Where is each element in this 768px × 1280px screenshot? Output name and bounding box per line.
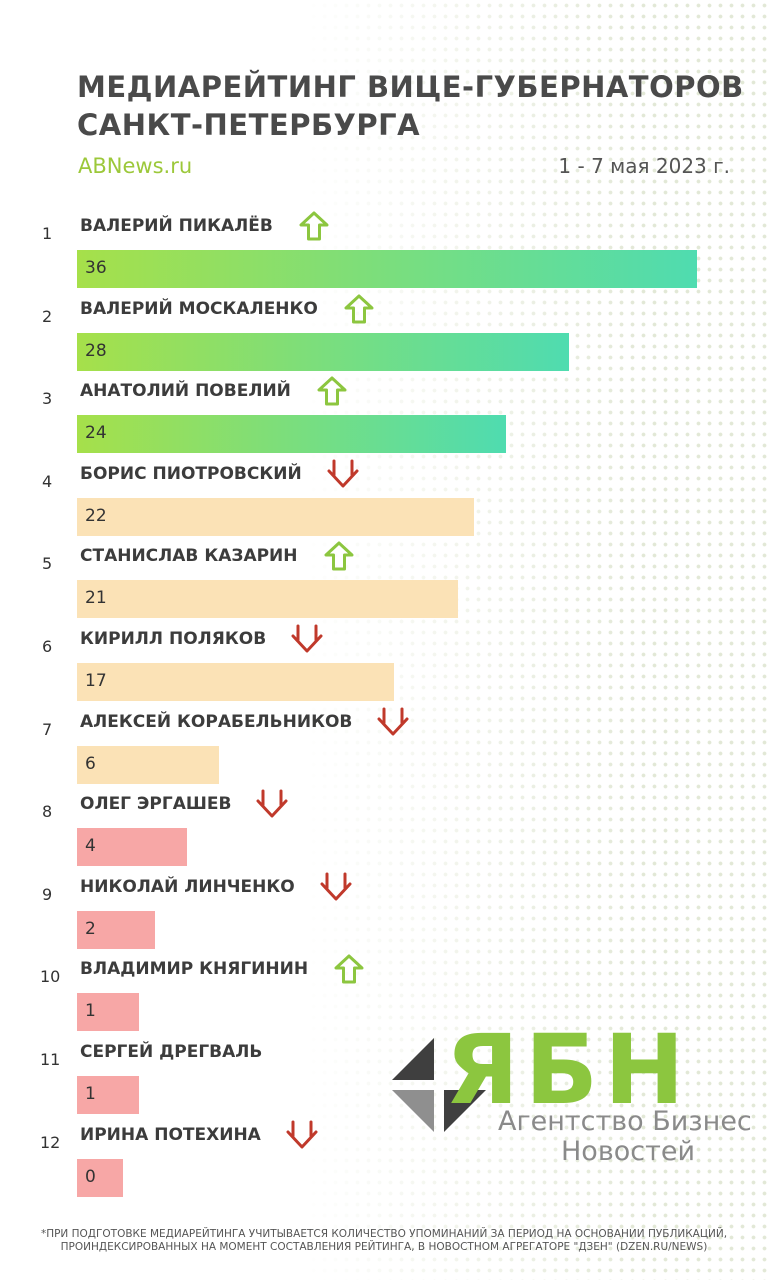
arrow-down-icon [255, 788, 289, 820]
arrow-down-icon [376, 706, 410, 738]
value-bar: 4 [77, 828, 187, 867]
logo-triangle-bottom [392, 1090, 434, 1132]
rank-number: 5 [42, 554, 53, 574]
person-name: ВЛАДИМИР КНЯГИНИН [80, 959, 309, 980]
person-name: ОЛЕГ ЭРГАШЕВ [80, 794, 232, 815]
logo-text-line-2: Новостей [561, 1136, 695, 1167]
abn-logo-mark [392, 1038, 486, 1132]
site-label: ABNews.ru [78, 154, 193, 178]
rank-number: 1 [42, 224, 53, 243]
rank-number: 10 [40, 967, 61, 987]
value-label: 1 [85, 1001, 96, 1022]
value-label: 21 [85, 588, 107, 609]
arrow-up-icon [342, 293, 376, 325]
rank-number: 11 [40, 1050, 61, 1069]
page-title-line-2: САНКТ-ПЕТЕРБУРГА [77, 108, 421, 142]
person-name: СТАНИСЛАВ КАЗАРИН [80, 546, 298, 567]
value-bar: 36 [77, 250, 697, 288]
value-bar: 0 [77, 1158, 123, 1197]
value-label: 24 [85, 423, 107, 444]
rank-number: 3 [42, 389, 53, 409]
arrow-down-icon [290, 623, 324, 655]
rank-number: 4 [42, 471, 53, 491]
value-bar: 28 [77, 332, 570, 371]
person-name: БОРИС ПИОТРОВСКИЙ [80, 463, 302, 484]
rank-number: 12 [40, 1132, 61, 1152]
arrow-up-icon [297, 210, 331, 242]
arrow-down-icon [319, 871, 353, 903]
value-bar: 17 [77, 663, 395, 701]
person-name: НИКОЛАЙ ЛИНЧЕНКО [80, 876, 295, 897]
value-bar: 21 [77, 580, 458, 619]
value-label: 22 [85, 505, 107, 526]
value-bar: 6 [77, 745, 219, 784]
value-label: 36 [85, 258, 107, 278]
rank-number: 6 [42, 637, 53, 656]
arrow-down-icon [326, 458, 360, 490]
logo-letters: ЯБН [445, 1014, 691, 1126]
logo-triangle-right [444, 1090, 486, 1132]
value-label: 17 [85, 671, 107, 691]
value-bar: 2 [77, 910, 155, 949]
value-label: 2 [85, 918, 96, 939]
value-label: 28 [85, 340, 107, 361]
value-bar: 24 [77, 415, 506, 454]
page-title-line-1: МЕДИАРЕЙТИНГ ВИЦЕ-ГУБЕРНАТОРОВ [77, 70, 744, 104]
person-name: СЕРГЕЙ ДРЕГВАЛЬ [80, 1042, 263, 1062]
rank-number: 8 [42, 802, 53, 822]
arrow-up-icon [315, 375, 349, 407]
rank-number: 7 [42, 719, 53, 739]
value-label: 0 [85, 1166, 96, 1187]
value-bar: 22 [77, 497, 474, 536]
person-name: АНАТОЛИЙ ПОВЕЛИЙ [80, 381, 291, 402]
value-label: 1 [85, 1084, 96, 1104]
arrow-up-icon [332, 953, 366, 985]
value-label: 6 [85, 753, 96, 774]
footnote: *ПРИ ПОДГОТОВКЕ МЕДИАРЕЙТИНГА УЧИТЫВАЕТС… [40, 1228, 728, 1253]
logo-text-line-1: Агентство Бизнес [498, 1106, 752, 1137]
rank-number: 9 [42, 884, 53, 904]
period-label: 1 - 7 мая 2023 г. [558, 154, 730, 178]
arrow-up-icon [322, 540, 356, 572]
person-name: ИРИНА ПОТЕХИНА [80, 1124, 261, 1145]
value-bar: 1 [77, 1076, 139, 1114]
value-label: 4 [85, 836, 96, 857]
person-name: ВАЛЕРИЙ ПИКАЛЁВ [80, 216, 273, 236]
person-name: АЛЕКСЕЙ КОРАБЕЛЬНИКОВ [80, 711, 353, 732]
logo-triangle-top [392, 1038, 434, 1080]
person-name: ВАЛЕРИЙ МОСКАЛЕНКО [80, 298, 318, 319]
person-name: КИРИЛЛ ПОЛЯКОВ [80, 629, 267, 649]
value-bar: 1 [77, 993, 139, 1032]
rank-number: 2 [42, 306, 53, 326]
arrow-down-icon [285, 1119, 319, 1151]
